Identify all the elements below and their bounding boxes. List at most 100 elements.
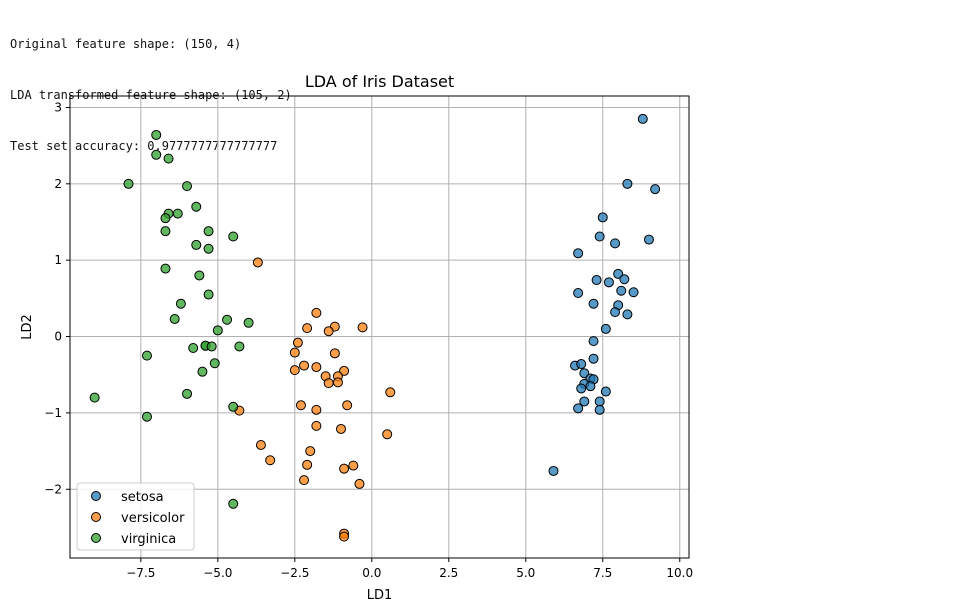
point-versicolor — [311, 307, 322, 318]
point-virginica — [151, 149, 162, 160]
point-setosa — [616, 285, 627, 296]
series-versicolor — [234, 257, 396, 542]
point-versicolor — [385, 387, 396, 398]
y-axis-label: LD2 — [20, 314, 35, 340]
point-versicolor — [302, 459, 313, 470]
point-setosa — [573, 288, 584, 299]
point-virginica — [243, 317, 254, 328]
point-setosa — [600, 323, 611, 334]
y-tick-label: −2 — [44, 482, 62, 496]
console-line-accuracy: Test set accuracy: 0.9777777777777777 — [10, 139, 278, 153]
x-axis-label: LD1 — [367, 588, 393, 603]
point-virginica — [163, 153, 174, 164]
x-tick-label: 5.0 — [516, 566, 535, 580]
y-tick-label: −1 — [44, 406, 62, 420]
point-versicolor — [295, 400, 306, 411]
point-virginica — [206, 341, 217, 352]
point-virginica — [209, 358, 220, 369]
point-setosa — [576, 383, 587, 394]
point-setosa — [637, 113, 648, 124]
x-tick-label: 0.0 — [362, 566, 381, 580]
point-versicolor — [339, 531, 350, 542]
point-virginica — [188, 343, 199, 353]
legend-marker-virginica — [91, 533, 101, 543]
x-axis-ticks: −7.5 −5.0 −2.5 0.0 2.5 5.0 7.5 10.0 — [126, 558, 693, 580]
legend: setosa versicolor virginica — [76, 482, 195, 551]
point-versicolor — [357, 322, 368, 333]
x-tick-label: 10.0 — [666, 566, 693, 580]
point-versicolor — [332, 377, 343, 388]
point-versicolor — [292, 337, 303, 348]
point-versicolor — [305, 446, 316, 457]
console-output: Original feature shape: (150, 4) LDA tra… — [10, 2, 292, 172]
y-tick-label: 1 — [54, 253, 62, 267]
console-line-original-shape: Original feature shape: (150, 4) — [10, 37, 242, 51]
point-virginica — [194, 270, 205, 281]
point-setosa — [588, 353, 599, 364]
point-setosa — [628, 287, 639, 298]
point-setosa — [594, 231, 605, 242]
point-setosa — [643, 234, 654, 245]
point-versicolor — [299, 475, 310, 486]
point-virginica — [160, 263, 171, 274]
point-setosa — [588, 336, 599, 347]
point-virginica — [203, 243, 214, 254]
point-setosa — [594, 404, 605, 415]
point-versicolor — [252, 257, 263, 268]
legend-label-versicolor: versicolor — [121, 511, 185, 526]
point-versicolor — [339, 463, 350, 474]
point-versicolor — [311, 420, 322, 431]
point-setosa — [573, 403, 584, 414]
point-setosa — [610, 307, 621, 318]
point-versicolor — [329, 348, 340, 359]
point-setosa — [576, 359, 587, 370]
point-virginica — [141, 411, 152, 422]
point-virginica — [141, 350, 152, 361]
point-setosa — [597, 212, 608, 223]
point-virginica — [234, 341, 245, 352]
point-setosa — [579, 396, 590, 407]
point-setosa — [588, 298, 599, 309]
legend-marker-versicolor — [91, 512, 101, 522]
point-versicolor — [289, 365, 300, 376]
point-virginica — [123, 178, 134, 189]
point-versicolor — [336, 423, 347, 434]
point-virginica — [160, 213, 171, 224]
point-virginica — [212, 325, 223, 336]
point-virginica — [172, 208, 183, 219]
point-virginica — [228, 498, 239, 509]
point-setosa — [610, 238, 621, 249]
point-versicolor — [348, 460, 359, 471]
point-versicolor — [382, 429, 393, 440]
series-setosa — [548, 113, 661, 476]
point-virginica — [151, 129, 162, 140]
point-setosa — [619, 274, 630, 285]
point-virginica — [175, 298, 186, 309]
point-versicolor — [354, 478, 365, 489]
point-virginica — [182, 181, 193, 192]
legend-label-virginica: virginica — [121, 532, 176, 547]
legend-box — [76, 482, 195, 551]
point-versicolor — [323, 378, 334, 389]
point-virginica — [222, 314, 233, 325]
legend-marker-setosa — [91, 491, 101, 501]
point-virginica — [203, 226, 214, 237]
y-tick-label: 3 — [54, 100, 62, 114]
point-setosa — [650, 184, 661, 195]
point-setosa — [600, 386, 611, 397]
point-setosa — [591, 275, 602, 286]
x-tick-label: 2.5 — [439, 566, 458, 580]
point-virginica — [191, 201, 202, 212]
point-virginica — [228, 401, 239, 412]
series-virginica — [89, 129, 254, 509]
point-virginica — [182, 388, 193, 399]
x-tick-label: −2.5 — [280, 566, 309, 580]
chart-title: LDA of Iris Dataset — [305, 72, 454, 91]
point-virginica — [228, 231, 239, 242]
point-setosa — [622, 178, 633, 189]
point-virginica — [197, 366, 208, 377]
x-tick-label: 7.5 — [593, 566, 612, 580]
y-axis-ticks: −2 −1 0 1 2 3 — [44, 100, 70, 496]
grid-lines — [70, 96, 689, 558]
